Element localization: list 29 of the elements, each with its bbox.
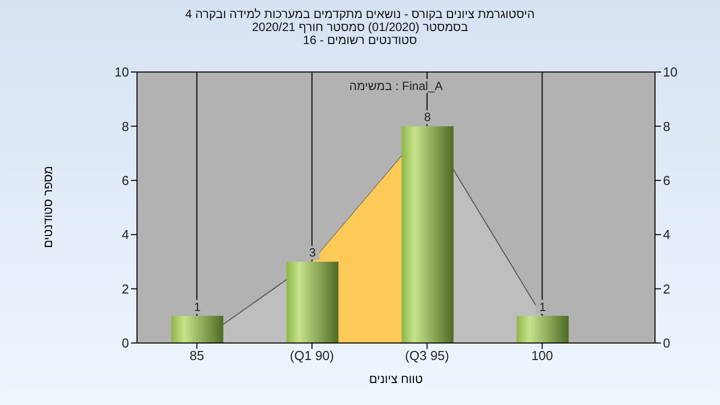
- y2-tick-label: 6: [663, 173, 670, 188]
- y-tick-label: 6: [122, 173, 129, 188]
- bar: [286, 262, 338, 343]
- data-label: 3: [309, 246, 316, 260]
- x-tick-label: 100: [531, 348, 554, 364]
- chart-title: היסטוגרמת ציונים בקורס - נושאים מתקדמים במערכות למידה ובקרה 4: [184, 7, 536, 21]
- data-label: 8: [424, 110, 432, 124]
- data-label: 1: [194, 300, 201, 314]
- y-tick-label: 8: [122, 118, 129, 134]
- y-tick-label: 10: [114, 64, 129, 80]
- x-tick-label: (Q3 95): [405, 348, 450, 364]
- y-tick-label: 0: [122, 336, 129, 351]
- y2-tick-label: 4: [663, 227, 670, 242]
- y2-tick-label: 8: [663, 118, 670, 134]
- chart-subtitle: בסמסטר (01/2020) סמסטר חורף 2020/21 סטודנטים רשומים - 16: [250, 20, 470, 47]
- x-tick-label: (Q1 90): [290, 348, 334, 364]
- bar: [402, 126, 454, 343]
- data-label: 1: [539, 300, 546, 314]
- y-tick-label: 4: [122, 227, 129, 242]
- y2-tick-label: 0: [663, 336, 670, 351]
- bar: [171, 316, 224, 343]
- y2-tick-label: 2: [663, 281, 670, 296]
- x-tick-label: 85: [190, 348, 204, 364]
- x-axis-title: טווח ציונים: [368, 372, 424, 386]
- y2-tick-label: 10: [663, 64, 678, 80]
- annotation: במשימה : Final_A: [346, 79, 446, 93]
- bar: [516, 316, 569, 343]
- y-axis-title: מספר סטודנטים: [41, 166, 55, 248]
- y-tick-label: 2: [122, 281, 129, 296]
